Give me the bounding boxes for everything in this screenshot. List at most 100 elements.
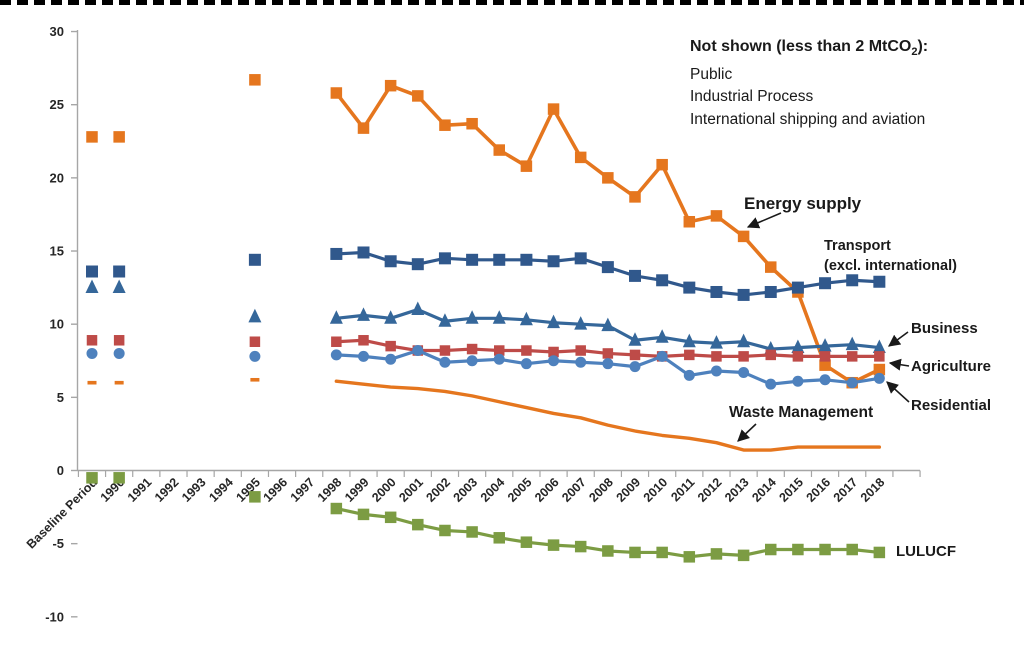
- energy_supply-marker: [737, 230, 750, 243]
- x-tick-label: 2003: [451, 475, 481, 505]
- waste-marker: [114, 380, 124, 385]
- waste-marker: [87, 380, 97, 385]
- transport-marker: [764, 285, 777, 298]
- lulucf-marker: [765, 543, 777, 556]
- agriculture-marker: [86, 335, 98, 346]
- transport-marker: [493, 253, 506, 266]
- x-tick-label: 2005: [505, 475, 535, 505]
- agriculture-marker: [792, 351, 804, 362]
- not-shown-title: Not shown (less than 2 MtCO2):: [690, 38, 929, 59]
- residential-marker: [439, 356, 451, 368]
- residential-marker: [765, 378, 777, 390]
- transport-label-line1: Transport: [824, 238, 891, 254]
- transport-marker: [357, 246, 370, 259]
- x-tick-label: 2004: [478, 475, 508, 505]
- x-tick-label: 2014: [749, 475, 779, 505]
- energy_supply-marker: [656, 158, 668, 171]
- agriculture-marker: [846, 351, 858, 362]
- x-tick-label: 2006: [532, 475, 562, 505]
- transport-marker: [330, 247, 343, 260]
- transport-marker: [438, 252, 451, 265]
- x-tick-label: 2011: [668, 475, 697, 504]
- business-marker: [112, 279, 126, 294]
- lulucf-marker: [330, 502, 343, 515]
- transport-marker: [846, 274, 859, 287]
- agriculture-marker: [575, 345, 586, 356]
- x-tick-label: 2015: [776, 475, 806, 505]
- agriculture-marker: [684, 349, 695, 361]
- lulucf-marker: [86, 472, 98, 484]
- x-tick-label: 2009: [614, 475, 644, 505]
- transport-marker: [113, 265, 126, 278]
- transport-marker: [411, 258, 424, 271]
- lulucf-marker: [113, 472, 125, 484]
- not-shown-item: Public: [690, 65, 733, 83]
- business-marker: [709, 335, 723, 349]
- lulucf-marker: [574, 540, 587, 553]
- lulucf-marker: [412, 518, 424, 531]
- x-tick-label: 1991: [125, 475, 155, 505]
- x-tick-label: 1996: [261, 475, 291, 505]
- agriculture-marker: [358, 335, 369, 346]
- energy_supply-marker: [357, 122, 370, 134]
- agriculture-marker: [548, 346, 559, 358]
- y-tick-label: -10: [45, 609, 64, 624]
- lulucf-marker: [656, 546, 668, 559]
- residential-marker: [358, 350, 369, 362]
- lulucf-marker: [520, 536, 533, 548]
- energy_supply-marker: [873, 363, 886, 376]
- series-label-agriculture: Agriculture: [911, 358, 992, 375]
- residential-marker: [873, 372, 885, 384]
- business-marker: [492, 310, 506, 324]
- business-marker: [465, 310, 479, 324]
- business-marker: [574, 316, 588, 330]
- business-marker: [547, 314, 561, 329]
- energy_supply-marker: [629, 191, 641, 203]
- business-marker: [357, 307, 370, 321]
- y-tick-label: 30: [50, 24, 64, 39]
- transport-marker: [601, 261, 614, 274]
- x-tick-label: 2002: [424, 475, 454, 505]
- lulucf-marker: [547, 539, 560, 551]
- residential-marker: [738, 366, 750, 378]
- lulucf-marker: [602, 545, 614, 557]
- energy_supply-marker: [493, 144, 505, 156]
- series-label-business: Business: [911, 320, 978, 337]
- business-marker: [682, 333, 696, 348]
- transport-label-line2: (excl. international): [824, 258, 957, 274]
- business-marker: [329, 310, 343, 324]
- business-marker: [655, 329, 669, 343]
- y-tick-label: 20: [50, 170, 64, 185]
- residential-marker: [602, 358, 614, 370]
- x-tick-label: 1992: [152, 475, 182, 505]
- transport-marker: [86, 265, 98, 278]
- business-arrow: [888, 331, 909, 347]
- series-label-waste-management: Waste Management: [729, 404, 874, 421]
- agriculture-marker: [385, 340, 396, 352]
- energy_supply-marker: [330, 87, 343, 99]
- y-tick-label: 15: [50, 244, 64, 259]
- energy_supply-marker: [710, 210, 723, 222]
- energy_supply-marker: [574, 151, 587, 164]
- business-marker: [85, 279, 99, 294]
- series-label-energy-supply: Energy supply: [744, 194, 862, 213]
- energy-supply-arrow: [746, 212, 782, 229]
- energy_supply-marker: [466, 117, 478, 130]
- residential-marker: [846, 377, 858, 389]
- lulucf-marker: [629, 546, 641, 559]
- lulucf-marker: [737, 549, 750, 562]
- transport-marker: [629, 269, 641, 282]
- energy_supply-marker: [249, 74, 261, 86]
- residential-marker: [548, 355, 560, 367]
- x-tick-label: 2013: [722, 475, 752, 505]
- x-tick-label: 2007: [559, 475, 589, 505]
- series-energy_supply: [86, 74, 886, 389]
- lulucf-marker: [466, 526, 478, 538]
- residential-marker: [710, 365, 722, 377]
- waste-marker: [250, 377, 260, 382]
- x-tick-label: 2017: [831, 475, 861, 505]
- lulucf-marker: [384, 511, 397, 524]
- business-marker: [601, 317, 615, 332]
- y-tick-label: 0: [57, 463, 64, 478]
